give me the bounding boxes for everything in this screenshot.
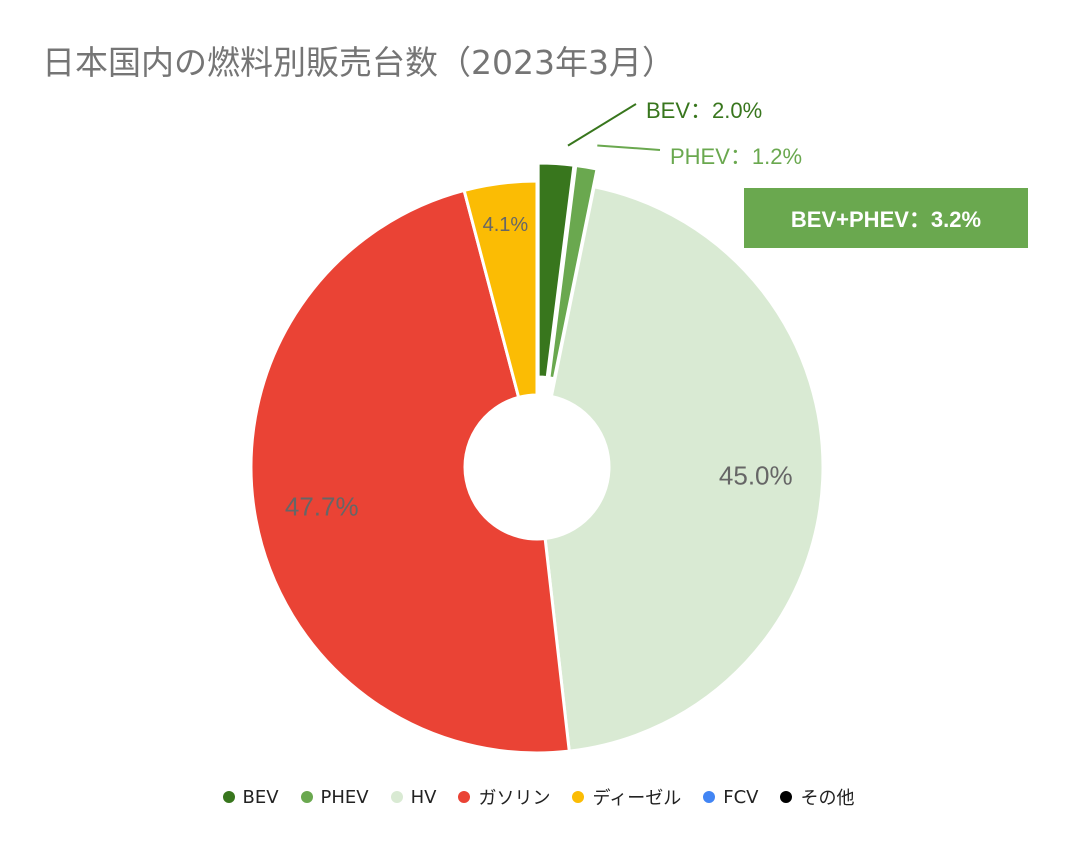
pie-slice-gasoline xyxy=(249,188,571,755)
pie-slice-hv xyxy=(543,184,825,753)
legend-swatch-fcv xyxy=(703,791,716,803)
legend-item-bev[interactable]: BEV xyxy=(222,786,279,808)
legend-item-fcv[interactable]: FCV xyxy=(703,787,758,808)
pie-slice-bev xyxy=(536,161,576,380)
legend-label-fcv: FCV xyxy=(723,786,759,808)
legend-swatch-diesel xyxy=(572,791,585,803)
legend-item-diesel[interactable]: ディーゼル xyxy=(572,784,681,810)
legend-label-hv: HV xyxy=(410,786,437,808)
pie-slices xyxy=(249,161,825,755)
bev-phev-total-badge: BEV+PHEV：3.2% xyxy=(744,188,1028,248)
legend-swatch-bev xyxy=(222,791,235,803)
legend-label-bev: BEV xyxy=(242,786,279,808)
legend-swatch-gasoline xyxy=(458,791,471,803)
pie-labels: BEV：2.0% PHEV：1.2% 45.0% 47.7% 4.1% xyxy=(285,98,802,521)
legend-item-other[interactable]: その他 xyxy=(780,784,854,810)
chart-title: 日本国内の燃料別販売台数（2023年3月） xyxy=(42,43,675,82)
legend-label-other: その他 xyxy=(800,788,855,809)
legend-swatch-hv xyxy=(390,791,403,803)
slice-label-phev: PHEV：1.2% xyxy=(670,144,802,169)
legend-label-diesel: ディーゼル xyxy=(592,788,682,809)
legend-label-gasoline: ガソリン xyxy=(478,788,551,809)
legend-swatch-phev xyxy=(300,791,313,803)
legend-label-phev: PHEV xyxy=(320,786,369,808)
slice-label-bev: BEV：2.0% xyxy=(646,98,762,123)
pie-slice-diesel xyxy=(462,179,539,400)
chart-legend: BEV PHEV HV ガソリン ディーゼル FCV その他 xyxy=(0,784,1077,810)
legend-item-phev[interactable]: PHEV xyxy=(300,786,369,808)
legend-swatch-other xyxy=(780,791,793,803)
legend-item-gasoline[interactable]: ガソリン xyxy=(458,784,550,810)
slice-label-diesel: 4.1% xyxy=(483,214,529,236)
slice-label-hv: 45.0% xyxy=(719,461,793,491)
legend-item-hv[interactable]: HV xyxy=(390,786,437,808)
leader-line-bev xyxy=(567,103,637,147)
slice-label-gasoline: 47.7% xyxy=(285,491,359,521)
leader-line-phev xyxy=(597,144,661,151)
